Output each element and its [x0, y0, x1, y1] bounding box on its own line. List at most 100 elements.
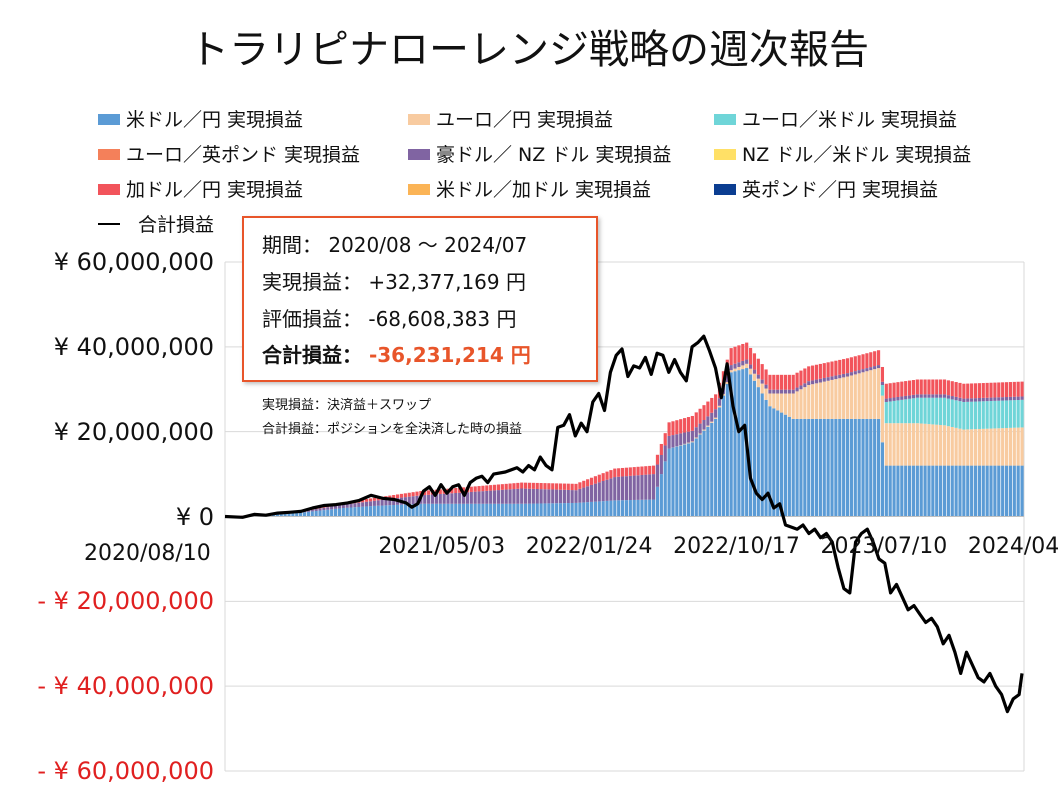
bar-segment: [675, 420, 679, 435]
bar-segment: [640, 474, 644, 500]
bar-segment: [663, 445, 667, 462]
bar-segment: [601, 473, 605, 481]
bar-segment: [384, 499, 388, 506]
bar-segment: [752, 373, 757, 381]
bar-segment: [962, 383, 966, 399]
bar-segment: [756, 374, 760, 379]
bar-segment: [911, 465, 916, 517]
legend-item-audnzd: 豪ドル／ NZ ドル 実現損益: [408, 143, 671, 167]
bar-segment: [764, 384, 768, 389]
bar-segment: [326, 507, 330, 510]
bar-segment: [392, 498, 396, 506]
bar-segment: [939, 397, 943, 426]
bar-segment: [822, 418, 826, 517]
bar-segment: [942, 465, 947, 517]
bar-segment: [613, 468, 617, 478]
bar-segment: [799, 385, 803, 390]
bar-segment: [372, 505, 376, 517]
bar-segment: [1004, 382, 1009, 398]
bar-segment: [772, 374, 776, 390]
bar-segment: [609, 470, 613, 479]
bar-segment: [516, 503, 520, 517]
bar-segment: [869, 367, 873, 371]
bar-segment: [694, 438, 698, 517]
bar-segment: [865, 353, 869, 369]
bar-segment: [698, 434, 702, 517]
bar-segment: [958, 401, 962, 429]
bar-segment: [904, 399, 908, 424]
bar-segment: [640, 499, 644, 517]
bar-segment: [566, 483, 570, 490]
bar-segment: [779, 374, 784, 390]
bar-segment: [539, 503, 543, 517]
unrealized-row: 評価損益： -68,608,383 円: [262, 306, 516, 332]
bar-segment: [686, 443, 691, 517]
bar-segment: [1020, 427, 1024, 466]
bar-segment: [671, 435, 675, 448]
bar-segment: [939, 465, 943, 517]
bar-segment: [942, 397, 947, 426]
bar-segment: [508, 483, 512, 490]
bar-segment: [710, 397, 714, 413]
bar-segment: [648, 465, 652, 475]
bar-segment: [962, 429, 966, 466]
bar-segment: [919, 465, 923, 517]
bar-segment: [876, 350, 881, 366]
bar-segment: [531, 488, 535, 504]
bar-segment: [799, 418, 803, 517]
bar-segment: [896, 465, 900, 517]
x-tick-label: 2022/10/17: [673, 534, 800, 559]
bar-segment: [931, 424, 935, 466]
bar-segment: [683, 444, 687, 517]
bar-segment: [772, 408, 776, 517]
bar-segment: [760, 379, 764, 384]
bar-segment: [834, 379, 838, 419]
bar-segment: [811, 418, 815, 517]
bar-segment: [496, 484, 501, 491]
bar-segment: [873, 369, 877, 419]
bar-segment: [663, 461, 667, 517]
x-tick-label: 2021/05/03: [378, 534, 505, 559]
bar-segment: [446, 493, 450, 504]
bar-segment: [570, 490, 574, 503]
bar-segment: [376, 500, 380, 506]
bar-segment: [326, 509, 330, 517]
bar-segment: [795, 418, 799, 517]
bar-segment: [330, 506, 334, 510]
bar-segment: [849, 357, 853, 373]
bar-segment: [842, 373, 846, 378]
bar-segment: [368, 498, 373, 502]
bar-segment: [500, 503, 504, 517]
bar-segment: [764, 369, 768, 385]
bar-segment: [516, 488, 520, 504]
bar-segment: [698, 423, 702, 434]
bar-segment: [364, 501, 369, 507]
bar-segment: [512, 503, 516, 517]
bar-segment: [683, 418, 687, 433]
total-profit-line: [224, 334, 1024, 714]
bar-segment: [683, 443, 687, 445]
bar-segment: [473, 486, 477, 492]
bar-segment: [826, 362, 830, 378]
bar-segment: [694, 412, 698, 428]
bar-segment: [931, 379, 935, 395]
bar-segment: [849, 418, 853, 517]
bar-segment: [632, 499, 636, 517]
bar-segment: [1020, 465, 1024, 517]
legend-label: 米ドル／円 実現損益: [126, 109, 304, 131]
bar-segment: [364, 499, 369, 502]
bar-segment: [946, 465, 950, 517]
bar-segment: [873, 351, 877, 367]
bar-segment: [768, 374, 772, 390]
bar-segment: [644, 499, 648, 517]
bar-segment: [811, 365, 815, 381]
bar-segment: [748, 374, 753, 517]
bar-segment: [764, 399, 768, 517]
bar-segment: [434, 503, 438, 517]
legend-label: 合計損益: [138, 214, 215, 236]
bar-segment: [562, 489, 566, 504]
bar-segment: [904, 423, 908, 466]
bar-segment: [884, 383, 888, 399]
legend-swatch: [408, 149, 430, 160]
bar-segment: [1020, 399, 1024, 428]
